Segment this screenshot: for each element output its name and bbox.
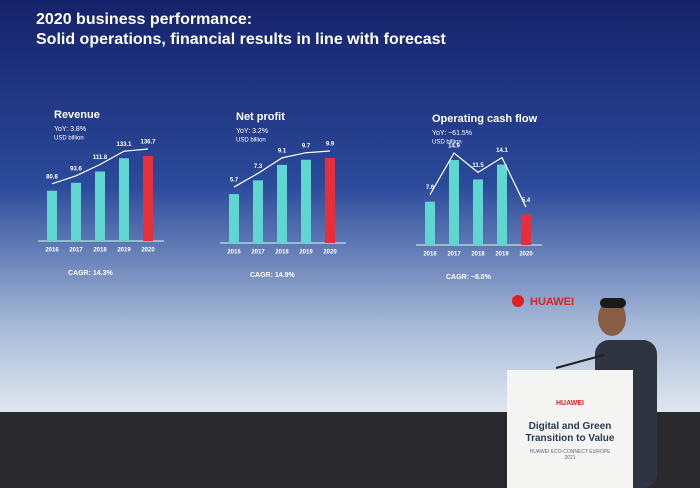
value-label: 93.6 [70, 166, 82, 172]
chart-subtitle: YoY: −61.5% [432, 130, 472, 137]
bar [301, 159, 311, 243]
slide-subtitle: Solid operations, financial results in l… [36, 31, 447, 48]
value-label: 7.3 [254, 164, 263, 170]
value-label: 9.7 [302, 143, 311, 149]
chart-unit: USD billion [432, 140, 462, 146]
chart-note: CAGR: 14.9% [250, 272, 296, 279]
x-tick-label: 2019 [117, 248, 131, 254]
slide [0, 0, 700, 412]
bar [119, 158, 129, 241]
trend-line [429, 152, 527, 208]
value-label: 14.1 [496, 148, 508, 154]
x-tick-label: 2018 [471, 252, 485, 258]
value-label: 7.6 [426, 185, 435, 191]
x-tick-label: 2017 [251, 250, 265, 256]
value-label: 11.5 [472, 163, 484, 169]
chart-unit: USD billion [54, 136, 84, 142]
trend-line [233, 150, 331, 188]
x-tick-label: 2017 [69, 248, 83, 254]
bar [71, 182, 81, 241]
value-label: 80.8 [46, 174, 58, 180]
x-tick-label: 2019 [299, 250, 313, 256]
bar [47, 190, 57, 241]
x-tick-label: 2018 [275, 250, 289, 256]
slide-brand: HUAWEI [530, 296, 574, 308]
x-tick-label: 2019 [495, 252, 509, 258]
chart-subtitle: YoY: 3.2% [236, 128, 268, 135]
value-label: 5.7 [230, 178, 239, 184]
chart-note: CAGR: −8.0% [446, 274, 492, 281]
chart-title: Operating cash flow [432, 113, 538, 125]
value-label: 14.9 [448, 144, 460, 150]
podium-brand: HUAWEI [556, 400, 584, 407]
slide-title: 2020 business performance: [36, 11, 252, 28]
value-label: 9.9 [326, 142, 335, 148]
bar [521, 214, 531, 245]
chart-subtitle: YoY: 3.8% [54, 126, 86, 133]
bar [449, 160, 459, 245]
x-tick-label: 2020 [519, 252, 533, 258]
x-tick-label: 2018 [93, 248, 107, 254]
chart-unit: USD billion [236, 138, 266, 144]
x-tick-label: 2016 [423, 252, 437, 258]
logo [512, 295, 524, 307]
podium: HUAWEI Digital and Green Transition to V… [507, 370, 633, 488]
bar [229, 194, 239, 243]
chart-title: Revenue [54, 109, 100, 121]
x-tick-label: 2016 [45, 248, 59, 254]
bar [95, 171, 105, 241]
value-label: 133.1 [116, 142, 132, 148]
value-label: 5.4 [522, 198, 531, 204]
podium-event: HUAWEI ECO-CONNECT EUROPE 2021 [529, 449, 611, 461]
x-tick-label: 2016 [227, 250, 241, 256]
bar [425, 201, 435, 245]
bar [497, 164, 507, 245]
bar [143, 156, 153, 241]
value-label: 136.7 [140, 140, 156, 146]
bar [253, 180, 263, 243]
x-tick-label: 2020 [141, 248, 155, 254]
bar [325, 158, 335, 243]
chart-note: CAGR: 14.3% [68, 270, 114, 277]
trend-line [51, 148, 149, 185]
chart-title: Net profit [236, 111, 285, 123]
bar [277, 164, 287, 243]
x-tick-label: 2017 [447, 252, 461, 258]
bar [473, 179, 483, 245]
x-tick-label: 2020 [323, 250, 337, 256]
podium-title: Digital and Green Transition to Value [525, 421, 615, 444]
value-label: 111.8 [93, 155, 108, 161]
value-label: 9.1 [278, 148, 287, 154]
